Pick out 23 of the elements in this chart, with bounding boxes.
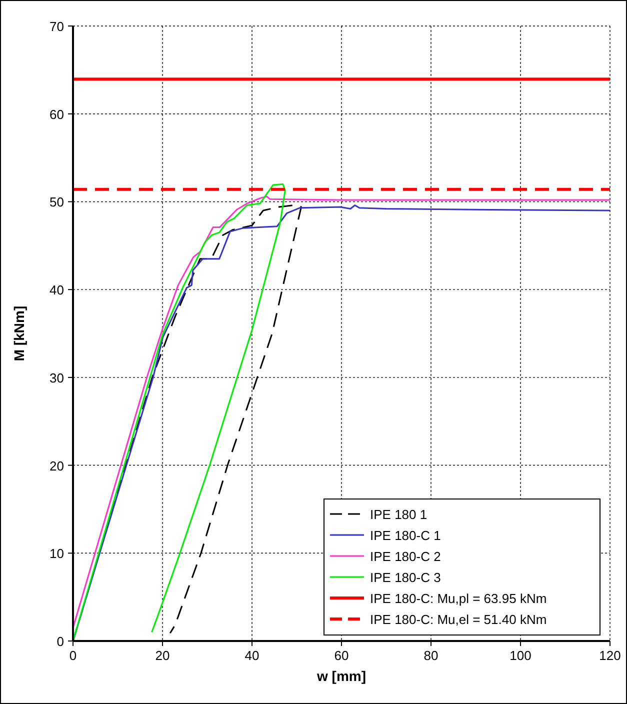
x-tick-label: 0 xyxy=(69,648,77,663)
x-tick-label: 60 xyxy=(334,648,349,663)
y-axis-title: M [kNm] xyxy=(11,306,27,362)
x-tick-label: 20 xyxy=(155,648,170,663)
x-tick-label: 120 xyxy=(599,648,621,663)
y-tick-label: 30 xyxy=(50,370,64,386)
legend-label: IPE 180-C 1 xyxy=(370,528,441,543)
legend-label: IPE 180-C: Mu,pl = 63.95 kNm xyxy=(370,591,547,606)
legend-label: IPE 180-C: Mu,el = 51.40 kNm xyxy=(370,612,547,627)
x-tick-label: 100 xyxy=(510,648,532,663)
y-tick-label: 0 xyxy=(56,634,64,649)
y-tick-label: 60 xyxy=(50,106,64,122)
y-tick-label: 20 xyxy=(50,458,64,474)
y-tick-label: 50 xyxy=(50,194,64,210)
y-tick-label: 70 xyxy=(50,19,64,34)
x-tick-label: 40 xyxy=(244,648,260,663)
legend-label: IPE 180-C 3 xyxy=(370,570,441,585)
y-tick-label: 10 xyxy=(50,546,64,562)
legend-label: IPE 180-C 2 xyxy=(370,549,441,564)
legend-label: IPE 180 1 xyxy=(370,507,428,522)
x-axis-title: w [mm] xyxy=(316,668,366,684)
x-tick-label: 80 xyxy=(424,648,438,663)
y-tick-label: 40 xyxy=(50,282,64,298)
